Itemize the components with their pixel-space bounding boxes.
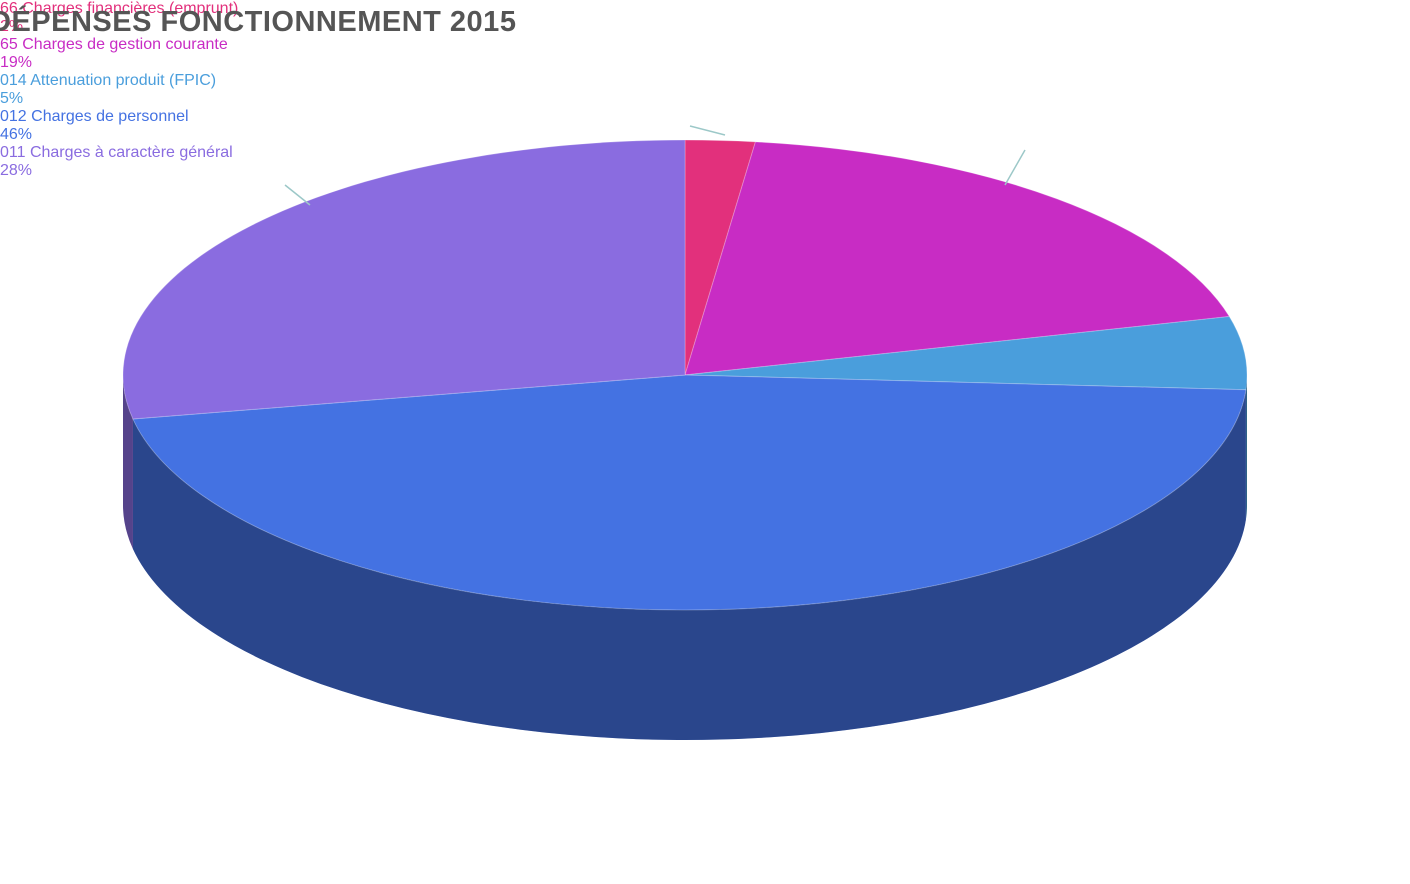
slice-side-shade (132, 389, 1246, 740)
category-label: 014 Attenuation produit (FPIC) (0, 72, 217, 89)
slice (684, 316, 1248, 391)
slice-side-shade (1245, 375, 1247, 520)
data-label: 012 Charges de personnel 46% (0, 108, 292, 144)
data-label: 65 Charges de gestion courante 19% (0, 36, 253, 72)
value-label: 5% (0, 90, 24, 107)
data-label: 011 Charges à caractère général 28% (0, 144, 270, 180)
category-label: 66 Charges financières (emprunt) (0, 0, 239, 17)
slice-side (123, 375, 133, 550)
leader-line (689, 125, 726, 136)
value-label: 28% (0, 162, 33, 179)
slice-side (132, 389, 1246, 740)
slice (684, 139, 757, 376)
category-label: 012 Charges de personnel (0, 108, 189, 125)
category-label: 65 Charges de gestion courante (0, 36, 228, 53)
slice (684, 141, 1231, 376)
chart-title: DÉPENSES FONCTIONNEMENT 2015 (0, 6, 517, 38)
value-label: 2% (0, 18, 24, 35)
slice (132, 374, 1247, 611)
value-label: 19% (0, 54, 33, 71)
leader-line (1004, 149, 1026, 186)
slice-side-shade (123, 375, 133, 550)
category-label: 011 Charges à caractère général (0, 144, 233, 161)
leader-lines (284, 125, 1026, 206)
data-label: 014 Attenuation produit (FPIC) 5% (0, 72, 275, 108)
leader-line (284, 184, 311, 206)
slice-side (1245, 375, 1247, 520)
slice (122, 139, 686, 420)
value-label: 46% (0, 126, 33, 143)
data-label: 66 Charges financières (emprunt) 2% (0, 0, 257, 36)
